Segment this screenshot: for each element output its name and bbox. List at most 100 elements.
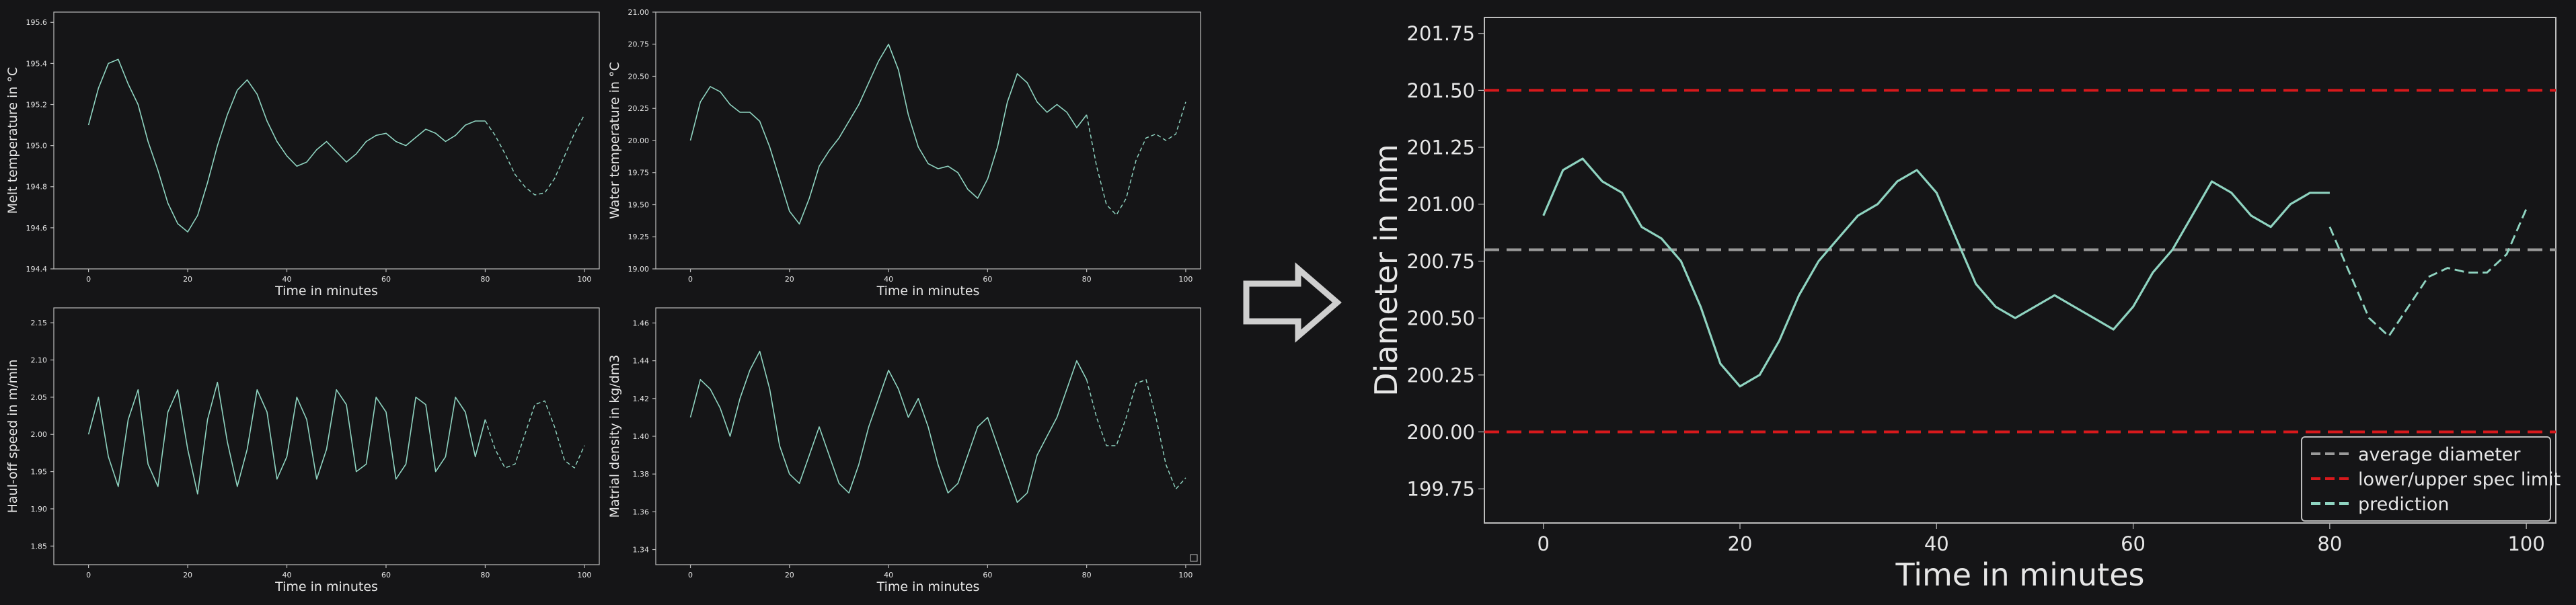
material-density-chart: 0 20 40 60 80 100 1.34 1.36 1.38 1.40 1.42 1.44 1.46… (607, 307, 1201, 594)
x-axis-label: Time in minutes (1895, 557, 2145, 593)
x-tick-label: 40 (884, 275, 893, 284)
haul-off-speed-chart: 0 20 40 60 80 100 1.85 1.90 1.95 2.00 2.05 2.10 2.15… (5, 307, 600, 594)
data-line (87, 58, 486, 233)
x-tick-label: 100 (1178, 571, 1192, 579)
x-tick-label: 40 (282, 571, 292, 579)
x-tick-label: 0 (86, 275, 91, 284)
melt-temperature-chart: 0 20 40 60 80 100 194.4 194.6 194.8 195.0 195.2 195… (5, 11, 600, 298)
y-tick-label: 200.25 (1407, 364, 1475, 387)
plot-frame (655, 307, 1201, 565)
data-line (689, 350, 1088, 503)
data-line (689, 44, 1088, 225)
y-tick-label: 195.2 (26, 100, 48, 109)
x-tick-label: 60 (381, 275, 391, 284)
y-axis-label: Melt temperature in °C (5, 67, 20, 214)
y-tick-label: 1.46 (633, 319, 650, 327)
plot-frame (53, 11, 600, 270)
y-tick-label: 200.00 (1407, 421, 1475, 444)
y-tick-label: 195.0 (26, 142, 48, 151)
legend (2301, 436, 2551, 522)
x-tick-label: 60 (983, 275, 992, 284)
y-tick-label: 2.05 (31, 393, 48, 402)
legend-label: average diameter (2358, 444, 2521, 465)
x-tick-label: 60 (381, 571, 391, 579)
x-tick-label: 20 (785, 571, 794, 579)
y-tick-label: 194.8 (26, 183, 48, 192)
y-tick-label: 1.34 (633, 545, 650, 554)
x-tick-label: 0 (1537, 532, 1549, 555)
data-line (1542, 157, 2330, 388)
x-tick-label: 100 (1178, 275, 1192, 284)
x-axis-label: Time in minutes (274, 579, 378, 594)
y-tick-label: 1.36 (633, 508, 650, 516)
x-tick-label: 60 (2121, 532, 2146, 555)
x-tick-label: 20 (785, 275, 794, 284)
y-tick-label: 195.6 (26, 18, 48, 27)
prediction-line (1086, 102, 1186, 216)
x-tick-label: 80 (480, 571, 490, 579)
x-tick-label: 40 (884, 571, 893, 579)
y-tick-label: 19.75 (628, 169, 650, 177)
y-tick-label: 2.15 (31, 319, 48, 327)
x-tick-label: 100 (2507, 532, 2544, 555)
y-tick-label: 201.25 (1407, 136, 1475, 159)
y-tick-label: 194.6 (26, 224, 48, 233)
y-tick-label: 1.85 (31, 542, 48, 551)
x-tick-label: 20 (183, 275, 192, 284)
legend-label: prediction (2358, 494, 2449, 515)
x-tick-label: 40 (1924, 532, 1949, 555)
y-tick-label: 19.50 (628, 200, 650, 209)
x-tick-label: 20 (183, 571, 192, 579)
y-tick-label: 201.50 (1407, 79, 1475, 102)
legend-box (1190, 554, 1198, 562)
y-tick-label: 194.4 (26, 265, 48, 274)
prediction-line (2328, 208, 2528, 337)
y-tick-label: 1.42 (633, 395, 650, 403)
y-tick-label: 2.00 (31, 430, 48, 439)
plot-frame (1484, 17, 2556, 524)
y-tick-label: 195.4 (26, 59, 48, 68)
x-tick-label: 20 (1728, 532, 1753, 555)
y-axis-label: Water temperature in °C (607, 62, 622, 219)
x-tick-label: 100 (577, 275, 591, 284)
x-axis-label: Time in minutes (876, 579, 980, 594)
y-tick-label: 1.38 (633, 470, 650, 479)
y-tick-label: 199.75 (1407, 478, 1475, 501)
y-tick-label: 20.00 (628, 136, 650, 145)
y-tick-label: 200.75 (1407, 250, 1475, 273)
plot-frame (655, 11, 1201, 270)
y-tick-label: 1.40 (633, 432, 650, 441)
x-tick-label: 60 (983, 571, 992, 579)
y-tick-label: 19.00 (628, 265, 650, 274)
prediction-line (484, 114, 585, 196)
y-tick-label: 21.00 (628, 8, 650, 17)
x-axis-label: Time in minutes (274, 284, 378, 298)
x-tick-label: 0 (688, 571, 693, 579)
y-tick-label: 20.50 (628, 72, 650, 81)
x-tick-label: 80 (480, 275, 490, 284)
diameter-chart: 0 20 40 60 80 100 199.75 200.00 200.25 200.50 200.… (1368, 17, 2561, 593)
x-tick-label: 0 (688, 275, 693, 284)
plot-frame (53, 307, 600, 565)
legend-label: lower/upper spec limit (2358, 469, 2561, 490)
y-tick-label: 201.00 (1407, 193, 1475, 216)
water-temperature-chart: 0 20 40 60 80 100 19.00 19.25 19.50 19.75 20.00 20.… (607, 8, 1201, 298)
x-tick-label: 80 (1082, 275, 1092, 284)
y-tick-label: 1.90 (31, 505, 48, 514)
x-tick-label: 100 (577, 571, 591, 579)
y-tick-label: 20.25 (628, 104, 650, 113)
x-tick-label: 40 (282, 275, 292, 284)
data-line (87, 381, 486, 495)
x-axis-label: Time in minutes (876, 284, 980, 298)
y-tick-label: 201.75 (1407, 22, 1475, 45)
y-axis-label: Matrial density in kg/dm3 (607, 355, 622, 518)
y-axis-label: Haul-off speed in m/min (5, 360, 20, 514)
prediction-line (484, 400, 585, 469)
y-tick-label: 20.75 (628, 40, 650, 49)
y-tick-label: 1.44 (633, 357, 650, 366)
right-arrow-icon (1243, 262, 1342, 343)
y-axis-label: Diameter in mm (1368, 144, 1404, 397)
y-tick-label: 19.25 (628, 233, 650, 241)
y-tick-label: 1.95 (31, 468, 48, 477)
y-tick-label: 2.10 (31, 356, 48, 364)
